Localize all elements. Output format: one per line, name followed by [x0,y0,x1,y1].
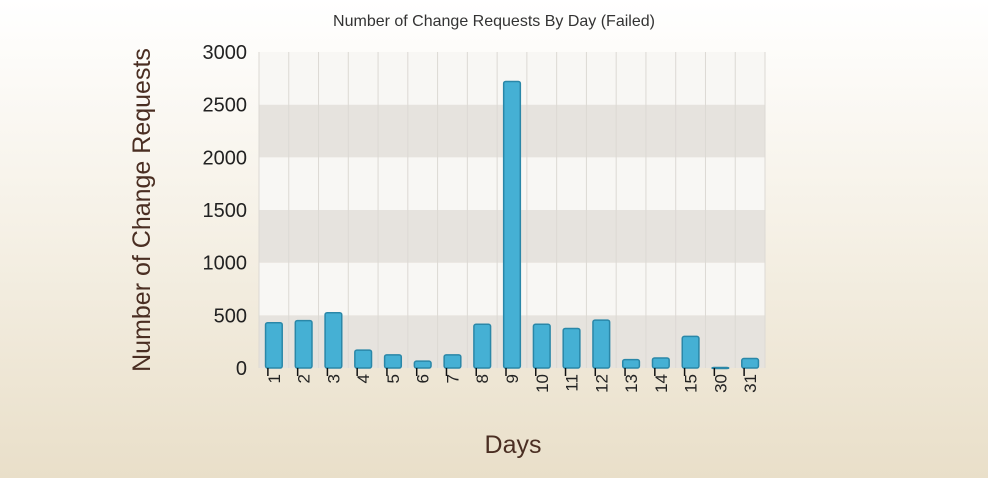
x-tick-label: 10 [533,374,552,393]
bar [354,349,373,369]
x-tick-label: 31 [741,374,760,393]
bar [443,354,462,369]
y-tick-label: 3000 [203,42,248,64]
x-tick-label: 9 [503,374,522,383]
bar [651,357,670,369]
x-tick-label: 4 [354,374,373,383]
x-tick-label: 14 [652,374,671,393]
vertical-gridlines [258,52,766,368]
x-tick-label: 30 [711,374,730,393]
y-tick-label: 2500 [203,95,248,117]
y-tick-label: 1500 [203,200,248,222]
y-tick-label: 500 [214,305,247,327]
x-tick-label: 2 [295,374,314,383]
x-tick-label: 15 [682,374,701,393]
bar [711,366,730,370]
chart-title: Number of Change Requests By Day (Failed… [333,13,655,30]
bar [264,321,283,369]
bar [532,323,551,369]
y-tick-label: 1000 [203,253,248,275]
x-tick-label: 12 [592,374,611,393]
y-tick-label: 2000 [203,147,248,169]
bar [383,354,403,369]
x-tick-label: 8 [473,374,492,383]
x-tick-label: 5 [384,374,403,383]
bar [562,327,581,369]
x-tick-label: 13 [622,374,641,393]
x-tick-label: 11 [563,374,582,392]
bar [502,80,522,369]
x-tick-label: 7 [443,374,462,383]
bar [473,323,492,369]
bar [592,319,611,369]
x-tick-labels: 1 2 3 4 5 6 7 8 9 10 11 12 13 14 15 30 31 [265,368,760,393]
x-tick-label: 6 [414,374,433,383]
x-tick-label: 1 [265,374,284,383]
y-tick-label: 0 [236,358,247,380]
bar [324,311,343,369]
bar [741,357,760,369]
bar [413,360,432,369]
bars [264,80,760,370]
y-axis-label: Number of Change Requests [128,48,156,372]
bar [621,358,641,369]
y-tick-labels: 0 500 1000 1500 2000 2500 3000 [203,42,248,380]
x-tick-label: 3 [324,374,343,383]
bar [294,319,313,369]
bar [681,335,700,369]
x-axis-label: Days [485,431,542,459]
